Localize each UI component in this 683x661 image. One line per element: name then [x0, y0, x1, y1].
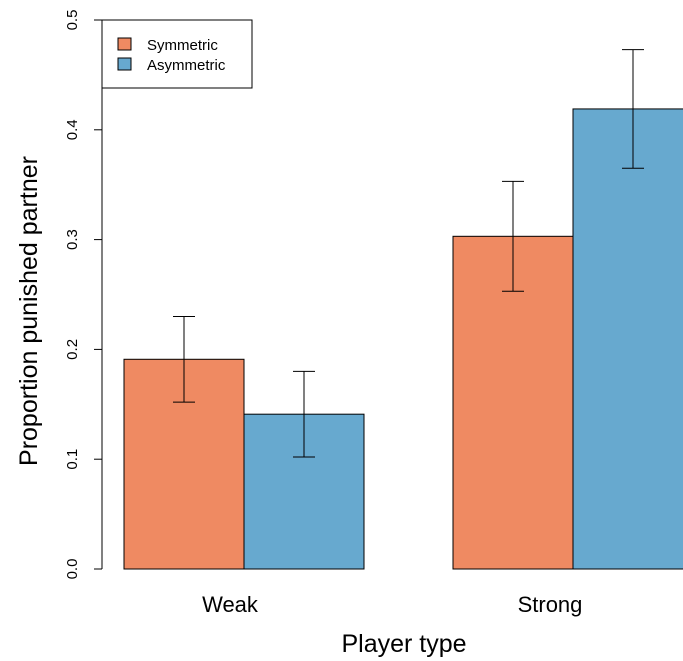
legend-label-symmetric: Symmetric [147, 37, 218, 54]
legend-swatch-asymmetric [117, 57, 132, 71]
legend-box [101, 19, 253, 89]
x-axis-title: Player type [341, 630, 466, 658]
legend-label-asymmetric: Asymmetric [147, 57, 226, 74]
bar [452, 235, 574, 570]
bar [572, 108, 683, 570]
y-tick-label: 0.1 [64, 449, 81, 470]
legend: Symmetric Asymmetric [101, 19, 253, 89]
y-axis: 0.0 0.1 0.2 0.3 0.4 0.5 [64, 10, 103, 580]
y-tick-label: 0.5 [64, 10, 81, 31]
legend-swatch-symmetric [117, 37, 132, 51]
y-tick-label: 0.0 [64, 559, 81, 580]
bars [123, 108, 683, 570]
y-tick-label: 0.4 [64, 119, 81, 140]
error-bars [173, 49, 644, 458]
y-axis-title: Proportion punished partner [15, 156, 43, 466]
y-tick-label: 0.3 [64, 229, 81, 250]
x-tick-labels: Weak Strong [202, 592, 582, 617]
y-tick-label: 0.2 [64, 339, 81, 360]
x-tick-label: Strong [518, 592, 583, 617]
x-tick-label: Weak [202, 592, 259, 617]
